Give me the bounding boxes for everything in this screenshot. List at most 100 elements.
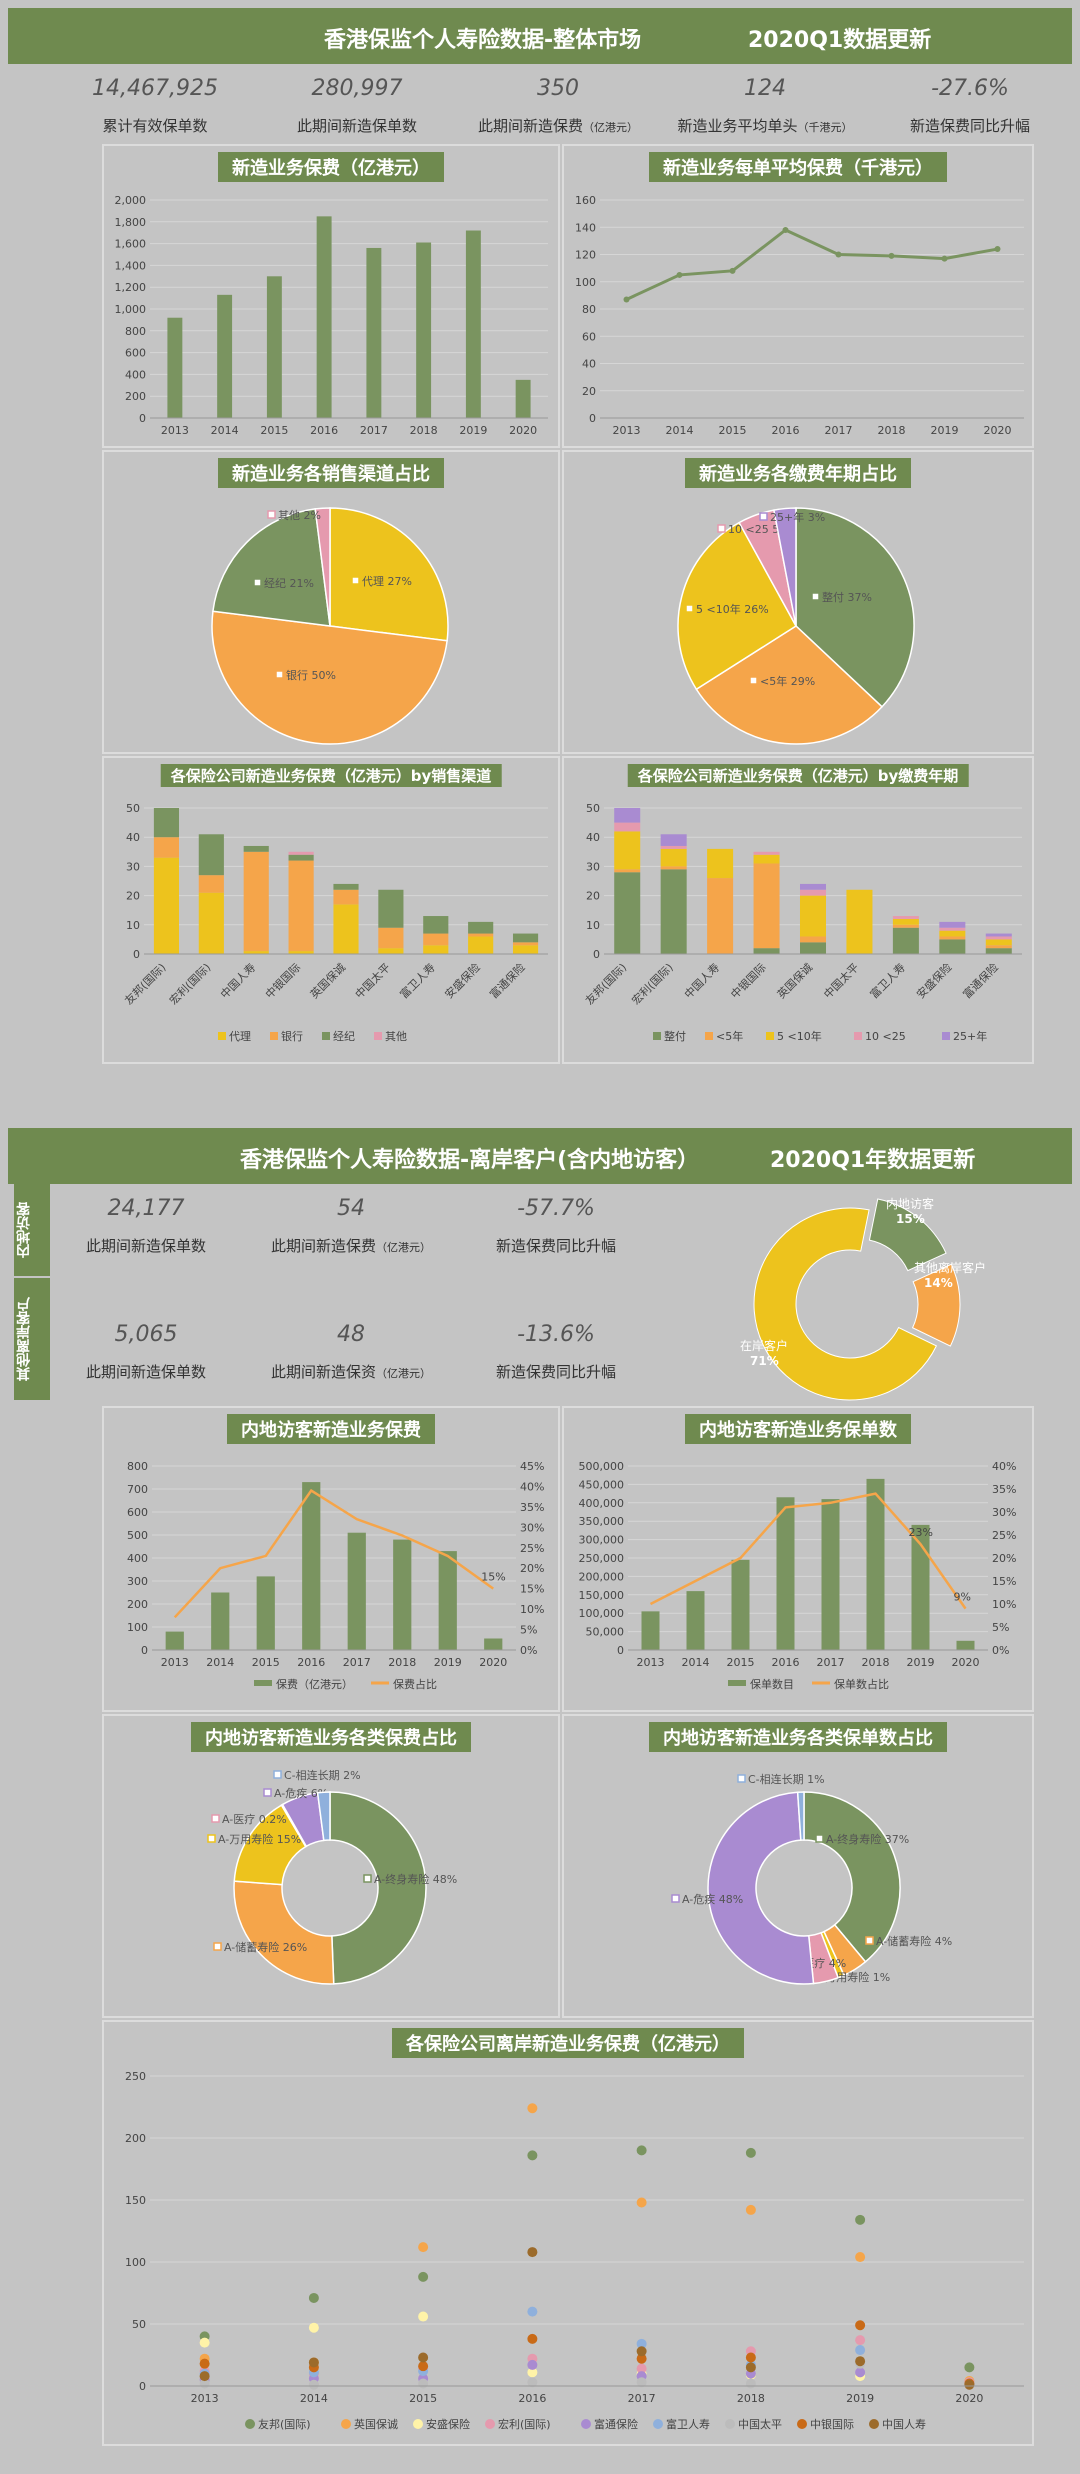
pie-label: A-危疾 6% — [274, 1786, 328, 1800]
x-tick-label: 中国人寿 — [681, 960, 722, 1001]
line-point — [623, 296, 630, 303]
y-tick-label: 1,200 — [115, 281, 147, 294]
pie-slice — [803, 1791, 901, 1963]
stacked-bar-segment — [198, 875, 224, 893]
stacked-bar-segment — [333, 889, 359, 905]
x-tick-label: 2018 — [878, 424, 906, 437]
chart-company-by-term: 各保险公司新造业务保费（亿港元）by缴费年期 0 10 20 30 40 50 友邦(国际)… — [562, 756, 1034, 1064]
stat-new-premium: 350 此期间新造保费（亿港元） — [477, 76, 638, 135]
pie-label-marker — [351, 576, 360, 585]
line-point — [888, 252, 895, 259]
y-tick-label: 0 — [141, 1644, 148, 1657]
pie-slice — [695, 625, 884, 745]
line-point — [729, 267, 736, 274]
x-tick-label: 2016 — [772, 424, 800, 437]
stacked-bar-segment — [660, 834, 687, 846]
stacked-bar-segment — [939, 921, 966, 928]
y-tick-label: 40 — [582, 358, 596, 371]
stacked-bar-segment — [892, 924, 919, 928]
pie-label-marker — [749, 676, 758, 685]
chart-title: 内地访客新造业务各类保单数占比 — [649, 1722, 947, 1752]
y-tick-label: 2,000 — [115, 194, 147, 207]
stacked-bar-segment — [985, 933, 1012, 937]
scatter-point — [418, 2352, 429, 2363]
y-tick-label: 1,800 — [115, 216, 147, 229]
y2-tick-label: 10% — [520, 1603, 544, 1616]
stacked-bar-segment — [939, 936, 966, 940]
x-tick-label: 2019 — [459, 424, 487, 437]
stacked-bar-segment — [468, 921, 494, 934]
bar — [167, 317, 183, 418]
x-tick-label: 2013 — [191, 2392, 219, 2405]
y2-tick-label: 15% — [992, 1575, 1016, 1588]
pie-slice — [211, 610, 448, 745]
stat-other-yoy: -13.6% 新造保费同比升幅 — [495, 1322, 616, 1381]
scatter-point — [745, 2362, 756, 2373]
y2-tick-label: 40% — [992, 1460, 1016, 1473]
bar — [686, 1591, 705, 1650]
stacked-bar-segment — [660, 848, 687, 867]
pie-label: 其他 2% — [278, 509, 321, 522]
y-tick-label: 80 — [582, 303, 596, 316]
legend-label: 25+年 — [953, 1029, 987, 1043]
stacked-bar-segment — [892, 916, 919, 919]
chart-title: 新造业务每单平均保费（千港元） — [649, 152, 947, 182]
stacked-bar-segment — [660, 845, 687, 849]
donut-label-value: 14% — [924, 1276, 953, 1290]
legend-label: <5年 — [716, 1029, 743, 1043]
legend-swatch — [322, 1032, 330, 1040]
bar — [956, 1640, 975, 1650]
bar — [465, 230, 481, 418]
stat-mainland-premium: 54 此期间新造保费（亿港元） — [270, 1196, 431, 1255]
scatter-point — [964, 2362, 975, 2373]
bar — [393, 1539, 412, 1650]
y-tick-label: 800 — [127, 1460, 148, 1473]
y-tick-label: 160 — [575, 194, 596, 207]
scatter-point — [418, 2361, 429, 2372]
y2-tick-label: 45% — [520, 1460, 544, 1473]
bar — [416, 242, 432, 418]
x-tick-label: 2014 — [666, 424, 694, 437]
x-tick-label: 2018 — [862, 1656, 890, 1669]
x-tick-label: 宏利(国际) — [629, 960, 676, 1007]
stacked-bar-segment — [333, 883, 359, 890]
stacked-bar-segment — [614, 872, 641, 954]
stacked-bar-segment — [423, 916, 449, 934]
stat-other-premium: 48 此期间新造保资（亿港元） — [270, 1322, 431, 1381]
pie-label: 10 <25 5% — [728, 523, 790, 536]
y-tick-label: 0 — [593, 948, 600, 961]
pie-slice — [329, 507, 449, 642]
y-tick-label: 200 — [127, 1598, 148, 1611]
legend-swatch — [653, 1032, 661, 1040]
x-tick-label: 2020 — [984, 424, 1012, 437]
x-tick-label: 中银国际 — [728, 960, 769, 1001]
donut-label: 其他离岸客户 — [914, 1260, 986, 1275]
x-tick-label: 2018 — [388, 1656, 416, 1669]
legend-label: 整付 — [664, 1029, 686, 1043]
y-tick-label: 0 — [617, 1644, 624, 1657]
stacked-bar-segment — [423, 933, 449, 946]
bar — [731, 1559, 750, 1650]
legend-label: 中国人寿 — [882, 2417, 926, 2431]
pie-label-marker — [267, 510, 276, 519]
stacked-bar-segment — [198, 892, 224, 954]
data-label: 15% — [481, 1571, 505, 1584]
pie-label: A-储蓄寿险 4% — [876, 1934, 952, 1948]
legend-swatch — [854, 1032, 862, 1040]
legend-label: 5 <10年 — [777, 1029, 822, 1043]
chart-channel-share: 新造业务各销售渠道占比 代理 27% 银行 50% 经纪 21% 其他 2% — [102, 450, 560, 754]
chart-avg-premium: 新造业务每单平均保费（千港元） 0 20 40 60 80 100 120 140 160 201… — [562, 144, 1034, 448]
y-tick-label: 50 — [132, 2318, 146, 2331]
pie-label: <5年 29% — [760, 674, 815, 688]
x-tick-label: 2016 — [310, 424, 338, 437]
pie-label-marker — [253, 578, 262, 587]
pie-label: 整付 37% — [822, 590, 872, 604]
legend-swatch — [581, 2419, 591, 2429]
x-tick-label: 2020 — [479, 1656, 507, 1669]
legend-label: 英国保诚 — [354, 2417, 398, 2431]
y-tick-label: 200,000 — [579, 1570, 625, 1583]
stat-yoy-change: -27.6% 新造保费同比升幅 — [909, 76, 1030, 135]
x-tick-label: 2017 — [343, 1656, 371, 1669]
stacked-bar-segment — [153, 837, 180, 858]
bar — [484, 1638, 503, 1650]
